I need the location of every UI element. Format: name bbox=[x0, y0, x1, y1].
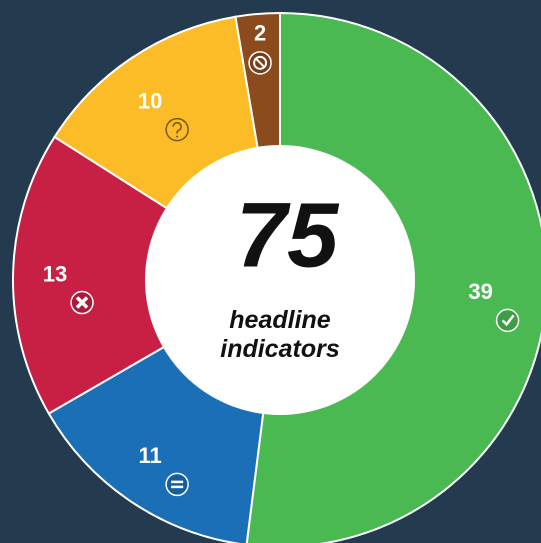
status-icon bbox=[165, 472, 189, 497]
center-label: headline indicators bbox=[220, 306, 340, 363]
status-icon bbox=[165, 117, 189, 142]
status-icon bbox=[70, 290, 94, 315]
icon-glyph bbox=[75, 296, 89, 309]
icon-glyph bbox=[501, 314, 515, 327]
donut-hole bbox=[145, 145, 415, 415]
center-value: 75 bbox=[236, 184, 340, 286]
data-label: 11 bbox=[138, 443, 161, 468]
icon-glyph bbox=[255, 58, 265, 68]
icon-glyph bbox=[253, 55, 268, 70]
icon-circle bbox=[495, 308, 520, 333]
data-label: 2 bbox=[254, 21, 266, 46]
icon-glyph bbox=[176, 135, 179, 138]
status-icon bbox=[495, 308, 520, 333]
data-label: 13 bbox=[43, 261, 67, 286]
status-icon bbox=[248, 51, 272, 75]
data-label: 10 bbox=[138, 88, 162, 113]
data-label: 39 bbox=[468, 279, 492, 304]
icon-circle bbox=[165, 117, 189, 142]
icon-glyph bbox=[172, 121, 182, 134]
icon-circle bbox=[165, 472, 189, 497]
